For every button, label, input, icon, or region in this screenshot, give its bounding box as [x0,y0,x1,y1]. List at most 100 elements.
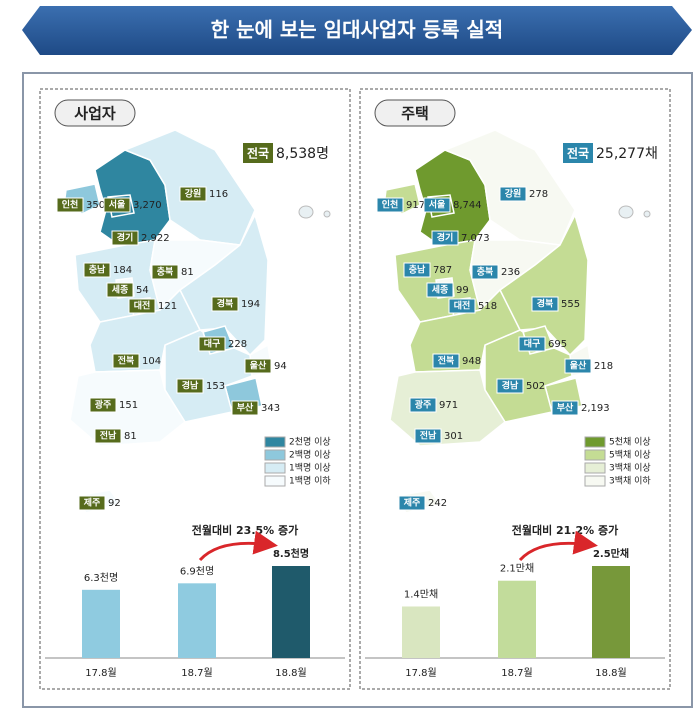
legend-swatch [264,462,286,474]
region-badge [448,298,476,314]
region-name: 경북 [537,298,554,310]
region-value: 787 [433,265,452,276]
region-name: 전남 [420,430,437,442]
bar [498,580,536,658]
region-value: 194 [241,299,260,310]
legend-swatch [264,449,286,461]
bar-label: 2.5만채 [593,547,629,560]
region-badge [564,358,592,374]
panel-frame [359,88,671,690]
title-banner [22,6,692,55]
region-badge [89,397,117,413]
region-name: 전북 [438,355,455,367]
total-value: 25,277채 [596,146,658,162]
legend-label: 3백채 이상 [609,463,651,474]
legend-swatch [584,462,606,474]
legend-swatch [584,436,606,448]
region-name: 경기 [117,232,134,244]
panel-frame [39,88,351,690]
region-name: 울산 [250,360,267,372]
region-badge [531,296,559,312]
region-badge [518,336,546,352]
region-name: 대전 [454,300,471,312]
region-name: 충북 [477,266,494,278]
region-badge [499,186,527,202]
legend-label: 1백명 이하 [289,476,331,487]
region-value: 104 [142,356,161,367]
region-badge [231,400,259,416]
x-tick-label: 18.8월 [595,667,626,679]
region-badge [423,197,451,213]
trend-arrow [198,530,278,562]
bar [592,566,630,658]
region-name: 대구 [204,338,221,350]
region-badge [103,197,131,213]
region-badge [431,230,459,246]
annotation: 전월대비 23.5% 증가 [192,523,299,537]
legend-swatch [264,475,286,487]
region-value: 343 [261,403,280,414]
bar-label: 8.5천명 [273,547,309,560]
region-badge [112,353,140,369]
legend-label: 2천명 이상 [289,437,331,448]
region-value: 236 [501,267,520,278]
region-badge [398,495,426,511]
island [323,210,331,218]
legend-label: 1백명 이상 [289,463,331,474]
region-name: 경남 [182,380,199,392]
region-badge [128,298,156,314]
region-value: 350 [86,200,105,211]
region-value: 242 [428,498,447,509]
region-name: 광주 [95,399,112,411]
bar [402,606,440,658]
region-value: 301 [444,431,463,442]
region-name: 경북 [217,298,234,310]
page-title: 한 눈에 보는 임대사업자 등록 실적 [211,18,503,42]
region-badge [471,264,499,280]
region-name: 인천 [62,200,79,211]
region-badge [403,262,431,278]
region-badge [409,397,437,413]
region-name: 제주 [84,497,101,509]
x-tick-label: 18.7월 [181,667,212,679]
total-badge [243,143,273,163]
legend-swatch [584,475,606,487]
legend-label: 3백채 이하 [609,476,651,487]
panel-tag: 사업자 [74,105,116,123]
x-tick-label: 17.8월 [85,667,116,679]
region-value: 555 [561,299,580,310]
region-name: 충북 [157,266,174,278]
region-badge [179,186,207,202]
region-name: 광주 [415,399,432,411]
region-value: 92 [108,498,121,509]
region-name: 전남 [100,430,117,442]
region-value: 116 [209,189,228,200]
region-badge [198,336,226,352]
region-name: 강원 [185,188,202,200]
region-name: 충남 [89,264,106,276]
region-badge [551,400,579,416]
panel-tag-box [374,99,456,127]
region-value: 502 [526,381,545,392]
trend-arrow [518,530,598,562]
legend-swatch [264,436,286,448]
region-badge [94,428,122,444]
region-value: 218 [594,361,613,372]
total-value: 8,538명 [276,146,329,162]
region-name: 강원 [505,188,522,200]
region-name: 서울 [109,199,126,211]
region-value: 184 [113,265,132,276]
region-value: 917 [406,200,425,211]
region-value: 7,073 [461,233,490,244]
region-value: 2,193 [581,403,610,414]
region-value: 2,922 [141,233,170,244]
region-name: 세종 [432,284,449,296]
bar-label: 6.9천명 [180,565,214,577]
region-name: 대전 [134,300,151,312]
region-badge [111,230,139,246]
annotation: 전월대비 21.2% 증가 [512,523,619,537]
region-value: 81 [181,267,194,278]
island [298,205,314,219]
